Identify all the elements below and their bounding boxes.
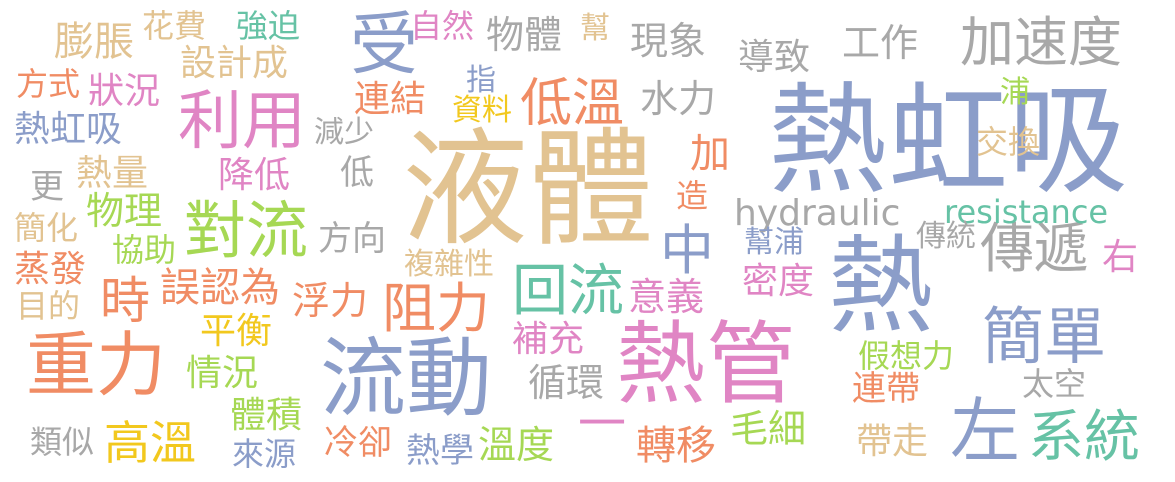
word-chuantong: 傳統 xyxy=(916,219,976,254)
word-di: 低 xyxy=(340,153,374,193)
word-wurenwei: 誤認為 xyxy=(160,265,280,311)
word-gaowen: 高溫 xyxy=(104,416,196,470)
word-laiyuan: 來源 xyxy=(232,435,297,473)
word-fangshi: 方式 xyxy=(16,65,81,103)
word-maoxi: 毛細 xyxy=(730,407,807,451)
word-qiangpo: 強迫 xyxy=(236,7,301,45)
word-huafei: 花費 xyxy=(142,7,207,45)
word-jiangdi: 降低 xyxy=(218,155,291,196)
word-xianxiang: 現象 xyxy=(630,19,707,63)
word-bangpu: 幫浦 xyxy=(744,225,804,260)
word-reliang: 熱量 xyxy=(76,153,149,194)
word-duiliu: 對流 xyxy=(184,194,309,267)
word-resistance: resistance xyxy=(944,193,1109,231)
word-jiandan: 簡單 xyxy=(982,300,1107,373)
word-bang: 幫 xyxy=(580,11,610,46)
word-xunhuan: 循環 xyxy=(528,361,605,405)
word-tiji: 體積 xyxy=(230,395,303,436)
word-daizou: 帶走 xyxy=(856,421,929,462)
word-jiasudu: 加速度 xyxy=(960,11,1122,74)
word-liyong: 利用 xyxy=(178,85,306,159)
word-fuzaxing: 複雜性 xyxy=(404,247,494,282)
word-geng: 更 xyxy=(30,167,64,207)
word-diwen: 低溫 xyxy=(520,74,625,134)
word-ziliao: 資料 xyxy=(452,93,512,128)
word-jiaxiangli: 假想力 xyxy=(858,337,955,375)
word-hydraulic: hydraulic xyxy=(734,193,901,234)
word-xiezhu: 協助 xyxy=(112,231,177,269)
word-pingheng: 平衡 xyxy=(200,311,273,352)
word-shejicheng: 設計成 xyxy=(180,43,289,84)
word-leisi: 類似 xyxy=(30,423,95,461)
word-shi: 時 xyxy=(100,272,150,330)
word-pengzhang: 膨脹 xyxy=(54,19,134,65)
word-zhuanyi: 轉移 xyxy=(636,423,716,469)
word-rehongxi-small: 熱虹吸 xyxy=(14,109,123,150)
word-yi: 一 xyxy=(578,396,627,452)
word-lengque: 冷卻 xyxy=(324,423,392,463)
word-zuo: 左 xyxy=(950,390,1020,472)
word-chuandi: 傳遞 xyxy=(980,217,1088,280)
word-ziran: 自然 xyxy=(410,7,475,45)
word-fuli: 浮力 xyxy=(292,279,369,323)
word-mudi: 目的 xyxy=(16,287,81,325)
word-wendu: 溫度 xyxy=(478,423,555,467)
word-rexue: 熱學 xyxy=(406,431,474,471)
word-jianhua: 簡化 xyxy=(14,209,79,247)
word-yiyi: 意義 xyxy=(628,275,705,319)
word-zhi: 指 xyxy=(466,63,496,98)
word-midu: 密度 xyxy=(742,261,815,302)
word-zuli: 阻力 xyxy=(382,277,490,340)
word-reguan: 熱管 xyxy=(616,312,796,417)
word-yeti: 液體 xyxy=(402,116,654,263)
word-taikong: 太空 xyxy=(1022,365,1087,403)
word-shou: 受 xyxy=(350,6,419,85)
word-fangxiang: 方向 xyxy=(318,219,386,259)
word-buchong: 補充 xyxy=(512,319,585,360)
word-gongzuo: 工作 xyxy=(842,21,919,65)
word-liudong: 流動 xyxy=(320,329,492,429)
word-zhuangkuang: 狀況 xyxy=(88,71,161,112)
word-wuti: 物體 xyxy=(486,13,563,57)
word-rehongxi-large: 熱虹吸 xyxy=(768,72,1128,211)
word-qingkuang: 情況 xyxy=(186,353,259,394)
word-jia: 加 xyxy=(690,131,730,177)
word-huiliu: 回流 xyxy=(512,259,624,324)
word-zhongli: 重力 xyxy=(26,324,166,406)
word-lianjie: 連結 xyxy=(354,79,427,120)
word-zao: 造 xyxy=(676,177,709,215)
word-zhong: 中 xyxy=(660,219,714,282)
word-liandai: 連帶 xyxy=(852,369,920,409)
word-pu: 浦 xyxy=(1000,75,1030,110)
word-xitong: 系統 xyxy=(1028,405,1140,470)
word-you: 右 xyxy=(1102,237,1139,278)
word-jiaohuan: 交換 xyxy=(976,123,1041,161)
word-jianshao: 減少 xyxy=(314,115,374,150)
word-zhengfa: 蒸發 xyxy=(14,249,87,290)
word-daozhi: 導致 xyxy=(738,37,811,78)
word-shuili: 水力 xyxy=(640,77,717,121)
word-wuli: 物理 xyxy=(86,189,163,233)
word-re: 熱 xyxy=(828,225,934,348)
